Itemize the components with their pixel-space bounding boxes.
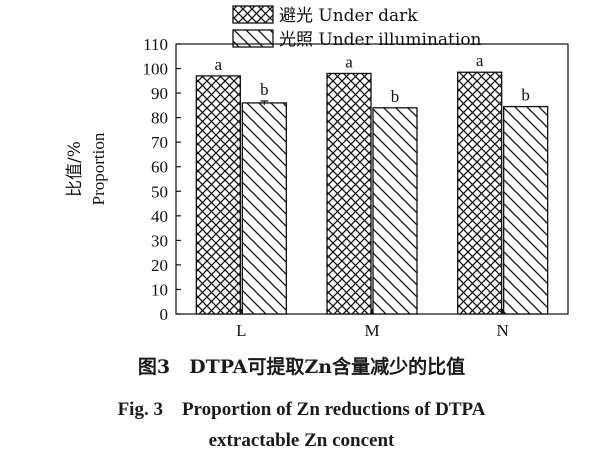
- bar: [326, 72, 372, 315]
- bar: [241, 102, 287, 315]
- legend-swatch: [232, 29, 274, 48]
- bar-chart: 避光 Under dark 光照 Under illumination 比值/% P…: [65, 5, 569, 340]
- y-tick-label: 20: [151, 256, 168, 275]
- figure-caption-en-line1: Fig. 3 Proportion of Zn reductions of DT…: [117, 399, 486, 420]
- y-tick-label: 40: [151, 207, 168, 226]
- y-tick-label: 90: [151, 84, 168, 103]
- y-tick-label: 0: [160, 305, 169, 324]
- y-tick-label: 50: [151, 182, 168, 201]
- significance-label: a: [476, 51, 484, 70]
- x-tick-label: M: [364, 321, 379, 340]
- y-axis-label-en: Proportion: [89, 132, 108, 205]
- bar: [372, 107, 418, 315]
- y-axis-title: 比值/% Proportion: [65, 132, 108, 205]
- y-axis-label-cn: 比值/%: [65, 141, 85, 197]
- y-tick-label: 10: [151, 280, 168, 299]
- x-tick-label: N: [497, 321, 509, 340]
- bar: [457, 71, 503, 315]
- y-tick-label: 30: [151, 231, 168, 250]
- legend-label: 光照 Under illumination: [279, 30, 482, 50]
- significance-label: b: [260, 80, 269, 99]
- legend-label: 避光 Under dark: [279, 6, 418, 26]
- significance-label: a: [215, 55, 223, 74]
- y-tick-label: 100: [143, 60, 169, 79]
- significance-label: a: [345, 52, 353, 71]
- bars: a b a b a b: [195, 51, 549, 315]
- y-tick-label: 70: [151, 133, 168, 152]
- axes: 0 10 20 30 40 50 60 70 80 90 100 110 L M N: [143, 35, 569, 340]
- figure-caption-en-line2: extractable Zn concent: [208, 430, 395, 451]
- bar: [503, 105, 549, 315]
- x-tick-label: L: [236, 321, 246, 340]
- y-tick-label: 80: [151, 109, 168, 128]
- figure-caption-cn: 图3 DTPA可提取Zn含量减少的比值: [137, 356, 466, 378]
- bar: [195, 75, 241, 315]
- legend: 避光 Under dark 光照 Under illumination: [232, 5, 482, 50]
- y-tick-label: 110: [143, 35, 168, 54]
- significance-label: b: [391, 87, 400, 106]
- y-tick-label: 60: [151, 158, 168, 177]
- legend-swatch: [232, 5, 274, 24]
- significance-label: b: [521, 86, 530, 105]
